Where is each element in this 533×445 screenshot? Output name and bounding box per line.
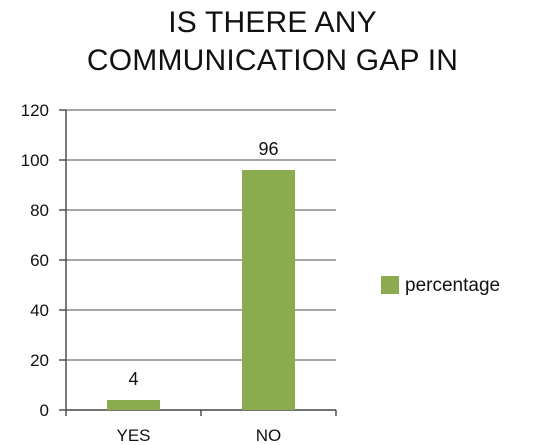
y-tick-label-120: 120 <box>21 101 49 120</box>
y-tick-label-100: 100 <box>21 151 49 170</box>
bar-no <box>242 170 295 410</box>
bars <box>107 170 295 410</box>
legend-label-percentage: percentage <box>405 275 500 296</box>
bar-yes <box>107 400 160 410</box>
data-label-no: 96 <box>258 139 278 159</box>
x-tick-label-yes: YES <box>116 426 150 445</box>
y-tick-label-20: 20 <box>30 351 49 370</box>
y-tick-label-60: 60 <box>30 251 49 270</box>
data-label-yes: 4 <box>128 369 138 389</box>
gridlines <box>66 109 336 361</box>
y-tick-label-80: 80 <box>30 201 49 220</box>
y-tick-label-0: 0 <box>40 401 49 420</box>
legend-swatch-percentage <box>381 276 399 294</box>
chart-title: IS THERE ANY COMMUNICATION GAP IN <box>0 4 533 80</box>
chart-title-line-2: COMMUNICATION GAP IN <box>86 44 459 77</box>
legend: percentage <box>381 275 500 296</box>
labels: 0 20 40 60 80 100 120 4 YES 96 NO <box>21 101 282 445</box>
x-tick-label-no: NO <box>256 426 282 445</box>
chart-title-line-1: IS THERE ANY <box>168 6 377 39</box>
y-tick-label-40: 40 <box>30 301 49 320</box>
